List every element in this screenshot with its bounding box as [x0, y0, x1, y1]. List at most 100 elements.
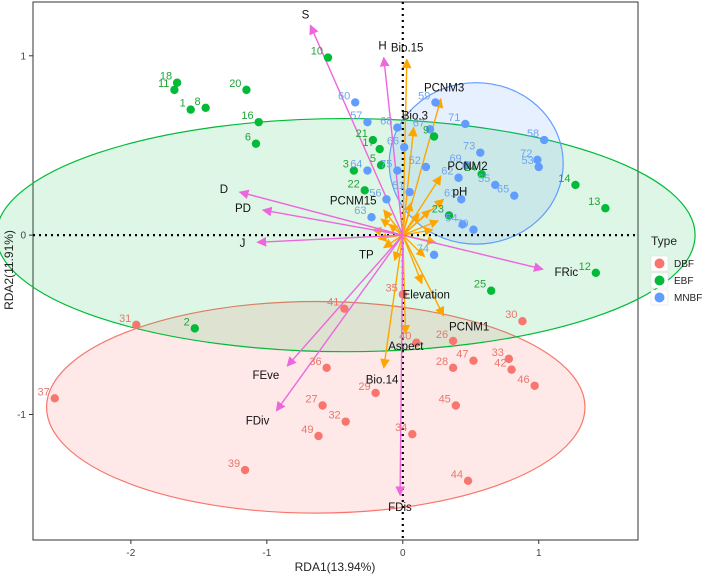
- point-dbf-46: [530, 381, 539, 390]
- point-label-dbf-28: 28: [436, 356, 448, 368]
- point-mnbf-70: [469, 225, 478, 234]
- env-label-aspect: Aspect: [388, 341, 424, 353]
- trait-label-fdiv: FDiv: [246, 416, 270, 428]
- point-dbf-26: [448, 336, 458, 346]
- point-ebf-21: [368, 135, 378, 145]
- point-label-mnbf-68: 68: [380, 116, 392, 128]
- point-label-dbf-27: 27: [305, 394, 317, 406]
- point-label-mnbf-71: 71: [448, 112, 460, 124]
- trait-label-fdis: FDis: [388, 502, 412, 514]
- trait-label-h: H: [378, 41, 386, 53]
- ellipse-dbf: [45, 300, 586, 514]
- point-label-ebf-6: 6: [245, 132, 251, 144]
- point-mnbf-65: [510, 191, 519, 200]
- point-label-dbf-36: 36: [309, 356, 321, 368]
- point-label-dbf-46: 46: [517, 374, 529, 386]
- point-mnbf-53: [534, 162, 543, 172]
- point-label-mnbf-65: 65: [497, 184, 509, 196]
- point-mnbf-74: [429, 250, 439, 260]
- point-dbf-35: [398, 290, 407, 299]
- point-label-mnbf-56: 56: [369, 187, 381, 199]
- trait-vector-fdis: [395, 235, 406, 497]
- point-label-dbf-45: 45: [439, 394, 451, 406]
- env-vector-elevation: [402, 234, 424, 285]
- trait-vector-feve: [286, 234, 404, 367]
- point-ebf-6: [251, 139, 261, 148]
- point-label-dbf-42: 42: [494, 358, 506, 370]
- point-label-ebf-3: 3: [343, 159, 349, 171]
- environment-vectors: [371, 58, 445, 369]
- point-label-mnbf-59: 59: [418, 90, 430, 102]
- point-ebf-8: [201, 103, 210, 113]
- point-dbf-30: [518, 317, 527, 326]
- point-label-dbf-32: 32: [328, 410, 340, 422]
- point-label-ebf-24: 24: [464, 162, 476, 174]
- point-label-mnbf-67: 67: [413, 117, 425, 129]
- x-axis-title: RDA1(13.94%): [295, 560, 376, 574]
- point-mnbf-60: [351, 98, 360, 107]
- point-ebf-14: [571, 180, 580, 190]
- point-label-mnbf-54: 54: [445, 212, 457, 224]
- point-dbf-47: [469, 356, 478, 365]
- point-ebf-17: [375, 144, 384, 154]
- point-mnbf-67: [425, 125, 435, 134]
- point-mnbf-59: [431, 98, 440, 107]
- point-label-ebf-2: 2: [184, 316, 190, 328]
- point-label-mnbf-62: 62: [441, 166, 453, 178]
- point-label-dbf-31: 31: [119, 313, 131, 325]
- point-mnbf-51: [405, 187, 414, 197]
- point-label-mnbf-51: 51: [392, 180, 404, 192]
- point-label-dbf-41: 41: [327, 297, 339, 309]
- point-label-mnbf-66: 66: [387, 135, 399, 147]
- point-label-ebf-13: 13: [588, 196, 600, 208]
- point-label-mnbf-74: 74: [417, 243, 429, 255]
- point-label-ebf-18: 18: [160, 71, 172, 83]
- env-vector-bio3: [402, 126, 418, 236]
- trait-label-feve: FEve: [252, 370, 279, 382]
- point-dbf-37: [50, 394, 59, 403]
- env-vector-minor-10: [380, 218, 404, 236]
- legend: Type DBF EBF MNBF: [650, 234, 702, 306]
- env-vector-pcnm2: [402, 175, 442, 236]
- point-label-ebf-12: 12: [579, 261, 591, 273]
- env-vector-minor-0: [402, 219, 439, 236]
- point-label-dbf-47: 47: [456, 349, 468, 361]
- point-label-ebf-11: 11: [158, 78, 169, 90]
- point-ebf-22: [360, 186, 369, 195]
- trait-vector-h: [379, 56, 404, 236]
- point-label-mnbf-69: 69: [449, 153, 461, 165]
- env-label-ph: pH: [453, 186, 468, 198]
- point-ebf-1: [186, 105, 195, 114]
- env-vector-minor-1: [402, 226, 434, 236]
- point-label-dbf-40: 40: [399, 331, 411, 343]
- point-mnbf-71: [461, 119, 470, 129]
- point-mnbf-68: [393, 123, 402, 132]
- trait-vector-fric: [402, 234, 544, 272]
- point-label-ebf-22: 22: [347, 178, 359, 190]
- env-label-pcnm2: PCNM2: [447, 161, 487, 173]
- env-label-bio14: Bio.14: [366, 375, 399, 387]
- env-vector-pcnm1: [402, 234, 445, 317]
- point-label-ebf-8: 8: [195, 96, 201, 108]
- point-dbf-40: [412, 338, 421, 347]
- point-mnbf-63: [367, 213, 376, 222]
- env-label-bio15: Bio.15: [391, 42, 424, 54]
- point-dbf-39: [240, 465, 250, 475]
- point-dbf-44: [463, 476, 473, 486]
- point-label-dbf-39: 39: [228, 458, 240, 470]
- point-mnbf-56: [382, 195, 391, 204]
- trait-vector-j: [256, 234, 403, 247]
- point-mnbf-72: [533, 155, 542, 165]
- point-ebf-5: [376, 160, 386, 170]
- point-dbf-45: [451, 401, 461, 410]
- point-dbf-32: [341, 417, 350, 426]
- point-mnbf-55: [491, 180, 500, 190]
- point-dbf-27: [318, 401, 327, 410]
- point-label-mnbf-63: 63: [354, 205, 366, 217]
- point-label-ebf-10: 10: [311, 46, 323, 58]
- trait-vector-fdiv: [275, 234, 404, 412]
- point-ebf-20: [242, 85, 251, 95]
- x-tick-label-3: 1: [536, 548, 542, 559]
- point-label-mnbf-55: 55: [478, 173, 490, 185]
- point-label-ebf-23: 23: [432, 203, 444, 215]
